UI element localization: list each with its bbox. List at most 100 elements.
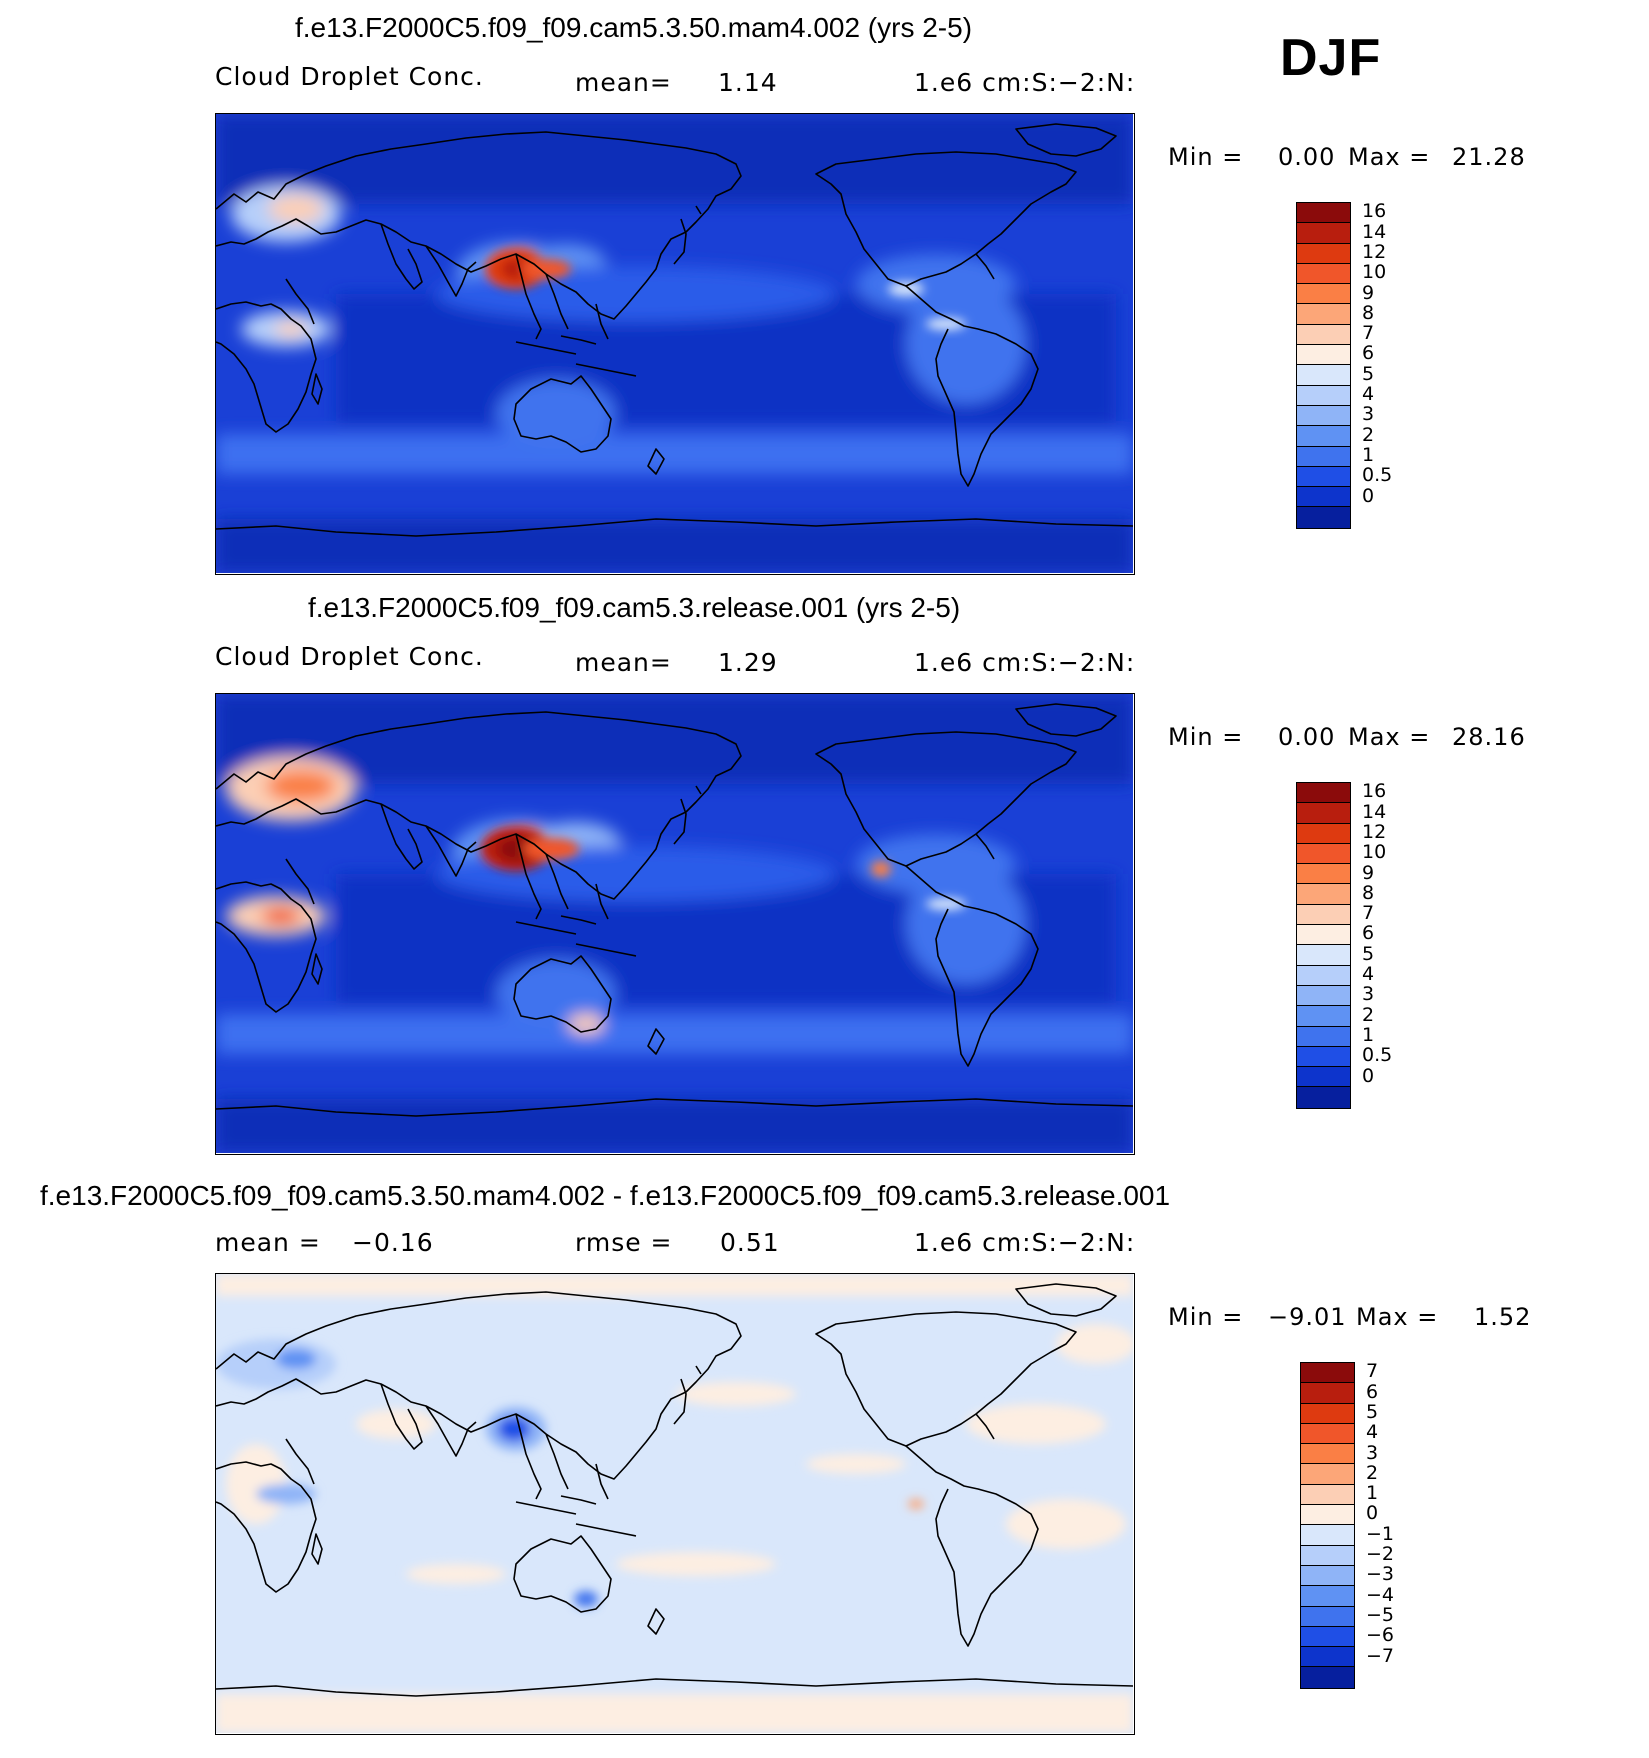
colorbar-tick-label: 4 [1366, 1421, 1379, 1444]
colorbar-swatch [1297, 446, 1350, 467]
panel-2-map [215, 693, 1135, 1155]
colorbar-swatch [1301, 1383, 1354, 1404]
panel-3-min-value: −9.01 [1268, 1303, 1347, 1331]
panel-2-max-label: Max = [1348, 723, 1431, 751]
colorbar-swatch [1297, 823, 1350, 844]
colorbar-tick-label: 6 [1366, 1380, 1379, 1403]
panel-2-mean-label: mean= [575, 648, 672, 677]
colorbar-swatch [1297, 203, 1350, 224]
colorbar-tick-label: 4 [1362, 963, 1375, 985]
colorbar-swatch [1297, 284, 1350, 305]
colorbar-tick-label: −5 [1366, 1603, 1395, 1626]
colorbar-swatch [1297, 466, 1350, 488]
panel-1-mean-value: 1.14 [718, 68, 778, 97]
colorbar-tick-label: 2 [1362, 1003, 1375, 1026]
colorbar-tick-label: −4 [1366, 1583, 1395, 1606]
panel-2-units: 1.e6 cm:S:−2:N: [914, 648, 1136, 677]
panel-1-max-value: 21.28 [1452, 143, 1526, 171]
colorbar-swatch [1301, 1363, 1354, 1384]
colorbar-swatch [1297, 426, 1350, 447]
colorbar-tick-label: 12 [1362, 820, 1387, 843]
colorbar-tick-label: 10 [1362, 841, 1387, 864]
colorbar-swatch [1301, 1423, 1354, 1445]
colorbar-swatches [1296, 202, 1351, 529]
colorbar-swatch [1297, 783, 1350, 804]
panel-2-min-label: Min = [1168, 723, 1244, 751]
colorbar-tick-label: −7 [1366, 1644, 1395, 1667]
colorbar-tick-label: 5 [1362, 362, 1375, 385]
panel-1-mean-label: mean= [575, 68, 672, 97]
colorbar-swatch [1297, 945, 1350, 966]
colorbar-swatch [1301, 1626, 1354, 1648]
colorbar-swatch [1297, 985, 1350, 1007]
colorbar-swatch [1297, 904, 1350, 926]
colorbar-swatch [1301, 1586, 1354, 1607]
panel-3-units: 1.e6 cm:S:−2:N: [914, 1228, 1136, 1257]
colorbar-tick-label: 0.5 [1362, 464, 1393, 487]
colorbar-swatch [1297, 1067, 1350, 1088]
colorbar-tick-label: 2 [1362, 423, 1375, 446]
colorbar-swatches [1296, 782, 1351, 1109]
colorbar-tick-label: 12 [1362, 240, 1387, 263]
panel-3-title: f.e13.F2000C5.f09_f09.cam5.3.50.mam4.002… [40, 1180, 1171, 1211]
panel-3-map-canvas [216, 1274, 1133, 1733]
colorbar-tick-label: −1 [1366, 1522, 1395, 1545]
colorbar-swatch [1297, 405, 1350, 427]
panel-2-map-canvas [216, 694, 1133, 1153]
colorbar-tick-label: 14 [1362, 800, 1387, 823]
colorbar-swatch [1297, 1006, 1350, 1027]
colorbar-swatch [1297, 925, 1350, 946]
colorbar-swatch [1301, 1403, 1354, 1424]
panel-1-units: 1.e6 cm:S:−2:N: [914, 68, 1136, 97]
colorbar-tick-label: 5 [1366, 1400, 1379, 1423]
colorbar-tick-label: 9 [1362, 281, 1375, 304]
colorbar-swatch [1297, 263, 1350, 285]
panel-3-rmse-value: 0.51 [720, 1228, 780, 1257]
colorbar-tick-label: −6 [1366, 1624, 1395, 1647]
colorbar-tick-label: 3 [1362, 983, 1375, 1006]
colorbar-swatch [1297, 345, 1350, 366]
colorbar-swatch [1297, 304, 1350, 325]
panel-2-title: f.e13.F2000C5.f09_f09.cam5.3.release.001… [308, 592, 961, 623]
colorbar-swatch [1301, 1565, 1354, 1587]
panel-1-min-value: 0.00 [1278, 143, 1336, 171]
colorbar-swatch [1301, 1464, 1354, 1485]
colorbar-tick-label: 0 [1362, 484, 1375, 507]
colorbar-tick-label: 16 [1362, 780, 1387, 803]
colorbar-swatch [1301, 1525, 1354, 1546]
colorbar-tick-label: 3 [1362, 403, 1375, 426]
colorbar-swatch [1301, 1606, 1354, 1627]
colorbar-tick-label: 5 [1362, 942, 1375, 965]
colorbar-tick-label: 1 [1362, 443, 1375, 466]
colorbar-tick-label: 2 [1366, 1461, 1379, 1484]
panel-3-mean-label: mean = [215, 1228, 321, 1257]
colorbar-swatch [1301, 1545, 1354, 1566]
colorbar-swatch [1297, 1046, 1350, 1068]
colorbar-swatch [1297, 864, 1350, 885]
colorbar-tick-label: 14 [1362, 220, 1387, 243]
panel-3-mean-value: −0.16 [352, 1228, 434, 1257]
panel-3-rmse-label: rmse = [575, 1228, 673, 1257]
colorbar-swatch [1297, 803, 1350, 824]
panel-3-map [215, 1273, 1135, 1735]
colorbar-swatch [1301, 1484, 1354, 1506]
colorbar-tick-label: 4 [1362, 383, 1375, 405]
panel-1-min-label: Min = [1168, 143, 1244, 171]
colorbar-tick-label: 6 [1362, 342, 1375, 365]
panel-1-map-canvas [216, 114, 1133, 573]
colorbar-tick-label: 0 [1366, 1502, 1379, 1525]
panel-2-mean-value: 1.29 [718, 648, 778, 677]
colorbar-tick-label: 7 [1362, 902, 1375, 925]
colorbar-tick-label: 3 [1366, 1441, 1379, 1464]
colorbar-swatch [1297, 843, 1350, 865]
colorbar-tick-label: 10 [1362, 261, 1387, 284]
colorbar-tick-label: 0 [1362, 1064, 1375, 1087]
panel-1-max-label: Max = [1348, 143, 1431, 171]
panel-2-max-value: 28.16 [1452, 723, 1526, 751]
colorbar-tick-label: 8 [1362, 301, 1375, 324]
panel-2-variable-label: Cloud Droplet Conc. [215, 642, 484, 671]
panel-1-map [215, 113, 1135, 575]
colorbar-tick-label: 1 [1362, 1023, 1375, 1046]
panel-3-min-label: Min = [1168, 1303, 1244, 1331]
colorbar-swatch [1297, 965, 1350, 986]
